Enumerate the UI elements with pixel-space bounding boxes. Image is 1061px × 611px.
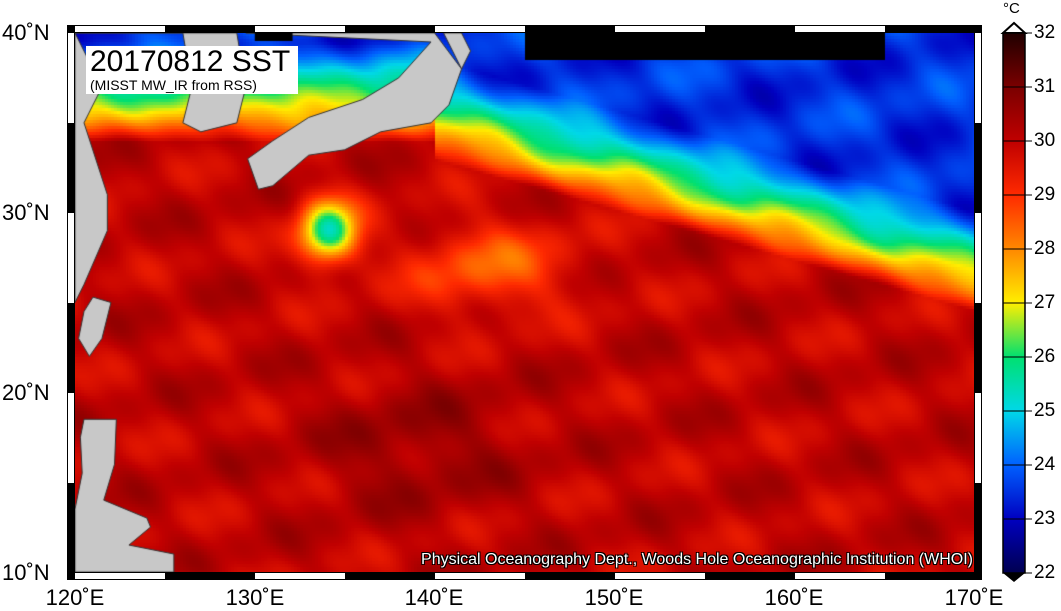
frame-checker <box>525 26 615 32</box>
frame-checker <box>975 123 981 213</box>
colorbar-tick-22: 22 <box>1034 562 1056 583</box>
lon-tick-150: 150˚E <box>584 585 644 610</box>
lon-tick-140: 140˚E <box>404 585 464 610</box>
colorbar-tick-25: 25 <box>1034 400 1056 421</box>
frame-checker <box>615 26 705 32</box>
frame-checker <box>68 123 74 213</box>
lon-tick-170: 170˚E <box>944 585 1004 610</box>
frame-checker <box>68 33 74 123</box>
lat-tick-20: 20˚N <box>2 380 50 405</box>
colorbar <box>1000 21 1032 582</box>
frame-checker <box>525 573 615 579</box>
colorbar-unit: °C <box>1003 0 1020 17</box>
frame-checker <box>795 573 885 579</box>
frame-checker <box>165 573 255 579</box>
frame-checker <box>75 573 165 579</box>
colorbar-tick-23: 23 <box>1034 508 1056 529</box>
frame-checker <box>435 26 525 32</box>
frame-checker <box>68 393 74 483</box>
colorbar-tick-24: 24 <box>1034 454 1056 475</box>
map-subtitle: (MISST MW_IR from RSS) <box>90 77 257 93</box>
frame-checker <box>435 573 525 579</box>
colorbar-tick-27: 27 <box>1034 292 1056 313</box>
colorbar-tick-32: 32 <box>1034 22 1056 43</box>
frame-checker <box>795 26 885 32</box>
frame-checker <box>75 26 165 32</box>
map-title: 20170812 SST <box>90 45 291 78</box>
frame-checker <box>975 213 981 303</box>
sst-map <box>75 33 974 572</box>
frame-checker <box>975 33 981 123</box>
frame-checker <box>975 303 981 393</box>
colorbar-tick-30: 30 <box>1034 130 1056 151</box>
frame-checker <box>68 213 74 303</box>
frame-checker <box>885 26 975 32</box>
colorbar-min-arrow <box>1003 573 1025 582</box>
lat-tick-10: 10˚N <box>2 560 50 585</box>
colorbar-tick-26: 26 <box>1034 346 1056 367</box>
frame-checker <box>975 483 981 573</box>
lon-tick-130: 130˚E <box>225 585 285 610</box>
frame-checker <box>68 303 74 393</box>
frame-checker <box>975 393 981 483</box>
frame-checker <box>165 26 255 32</box>
frame-checker <box>705 26 795 32</box>
frame-checker <box>255 26 345 32</box>
frame-checker <box>345 26 435 32</box>
lon-tick-120: 120˚E <box>45 585 105 610</box>
lat-tick-40: 40˚N <box>2 20 50 45</box>
frame-checker <box>255 573 345 579</box>
frame-checker <box>68 483 74 573</box>
lon-tick-160: 160˚E <box>764 585 824 610</box>
frame-checker <box>705 573 795 579</box>
frame-checker <box>615 573 705 579</box>
title-box: 20170812 SST (MISST MW_IR from RSS) <box>86 45 299 94</box>
colorbar-tick-29: 29 <box>1034 184 1056 205</box>
credit-text: Physical Oceanography Dept., Woods Hole … <box>421 551 973 568</box>
colorbar-tick-28: 28 <box>1034 238 1056 259</box>
colorbar-tick-31: 31 <box>1034 76 1056 97</box>
frame-checker <box>885 573 975 579</box>
lat-tick-30: 30˚N <box>2 200 50 225</box>
colorbar-max-arrow <box>1000 21 1028 34</box>
frame-checker <box>345 573 435 579</box>
